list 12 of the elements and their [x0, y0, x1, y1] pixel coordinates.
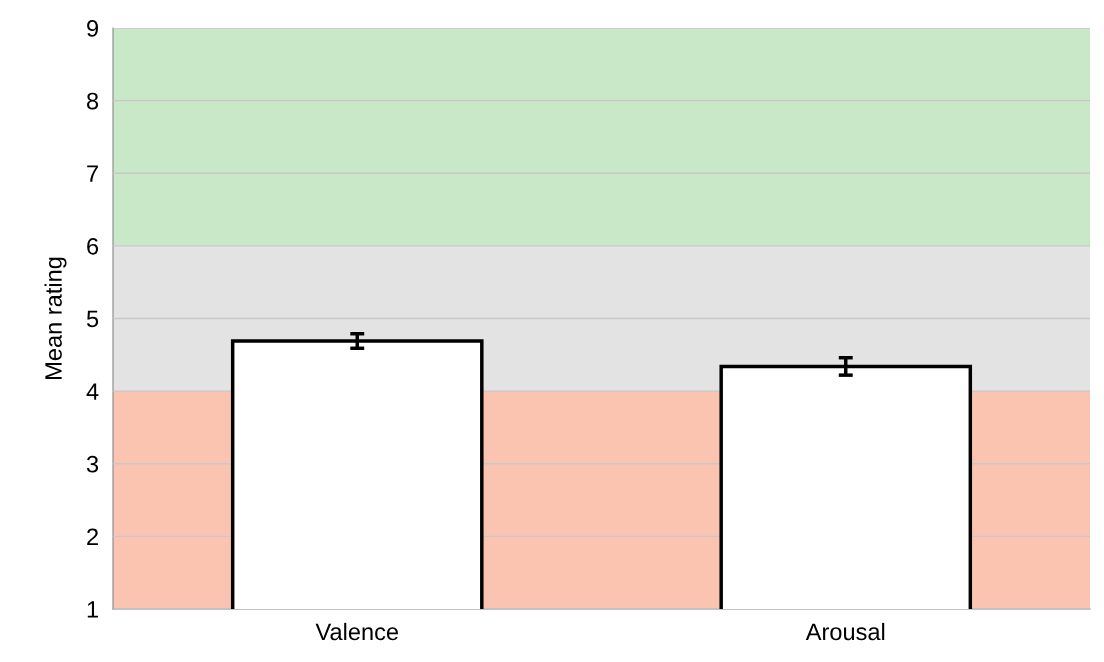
- y-tick-label: 2: [87, 528, 98, 545]
- y-tick-label: 5: [86, 310, 99, 328]
- y-tick-label: 9: [87, 20, 98, 37]
- y-tick-label: 7: [87, 165, 98, 182]
- y-axis-title: Mean rating: [44, 257, 67, 379]
- y-tick-label: 4: [86, 383, 99, 400]
- y-tick-label: 8: [87, 92, 99, 110]
- y-tick-label: 3: [86, 455, 99, 473]
- x-tick-label: Valence: [315, 622, 398, 641]
- y-tick-label: 1: [87, 601, 98, 618]
- x-tick-label: Arousal: [805, 622, 885, 641]
- y-tick-label: 6: [87, 237, 99, 255]
